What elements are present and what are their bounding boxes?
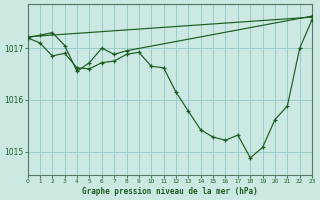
X-axis label: Graphe pression niveau de la mer (hPa): Graphe pression niveau de la mer (hPa) [82, 187, 258, 196]
